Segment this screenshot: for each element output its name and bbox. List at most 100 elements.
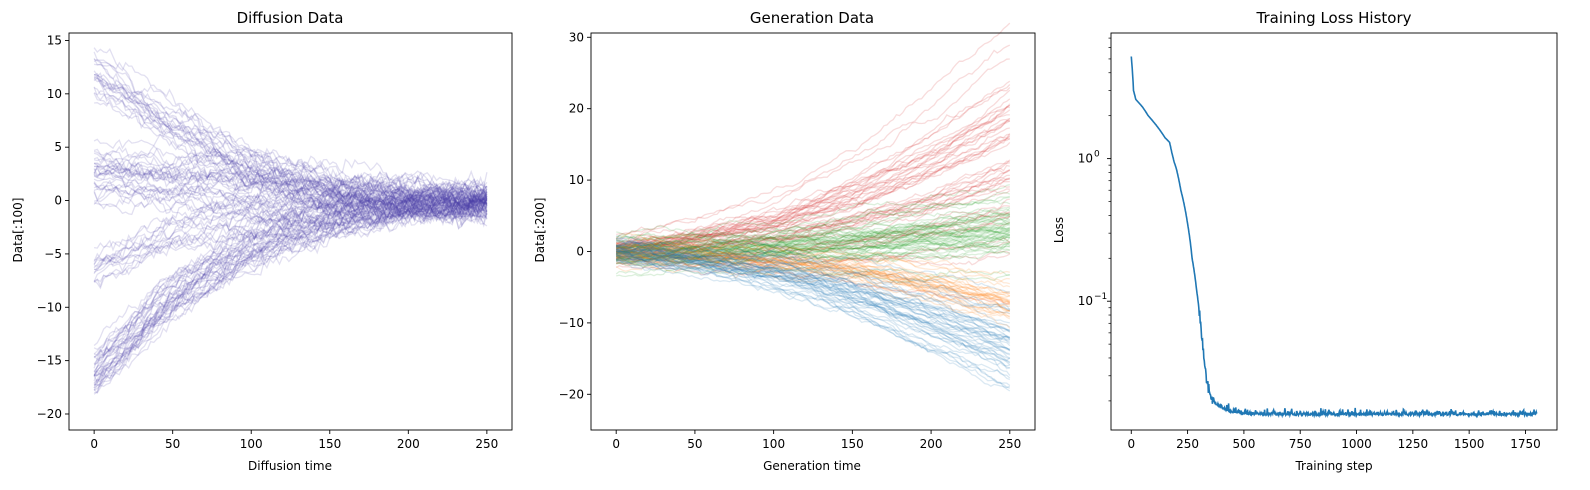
x-tick-label: 750 <box>1289 437 1312 451</box>
generation-trajectory-line <box>616 245 1010 265</box>
x-tick-label: 1000 <box>1341 437 1372 451</box>
generation-trajectory-line <box>616 260 1011 387</box>
generation-trajectory-line <box>616 119 1010 250</box>
generation-trajectory-line <box>616 210 1011 259</box>
generation-trajectory-line <box>616 217 1010 254</box>
x-tick-label: 250 <box>1176 437 1199 451</box>
generation-trajectory-line <box>616 250 1011 266</box>
generation-trajectory-line <box>615 215 1011 262</box>
diffusion-trajectory-line <box>94 208 488 394</box>
loss-y-axis-label: Loss <box>1052 217 1066 243</box>
generation-trajectory-line <box>616 106 1010 247</box>
generation-trajectory-line <box>615 195 1010 240</box>
diffusion-trajectory-line <box>93 196 488 271</box>
diffusion-trajectory-line <box>93 174 488 207</box>
generation-trajectory-line <box>615 255 1011 363</box>
generation-chart-title: Generation Data <box>750 9 874 27</box>
generation-trajectory-line <box>615 262 1010 278</box>
generation-axes: 0 50 100 150 200 250 −20 −10 0 10 20 30 <box>559 30 1036 451</box>
generation-trajectory-line <box>616 250 1011 359</box>
diffusion-trajectory-line <box>93 72 488 209</box>
generation-trajectory-line <box>615 243 1010 341</box>
generation-trajectory-line <box>615 252 1010 355</box>
generation-trajectory-line <box>616 241 1010 265</box>
diffusion-trajectory-line <box>93 183 488 358</box>
panel-diffusion-data: Diffusion Data 0 50 100 150 200 250−20−15−10−… <box>11 9 513 473</box>
diffusion-trajectory-line <box>93 164 488 207</box>
generation-trajectory-line <box>615 245 1010 342</box>
generation-trajectory-line <box>615 133 1010 251</box>
diffusion-trajectory-line <box>93 63 488 209</box>
diffusion-trajectory-line <box>93 182 488 222</box>
diffusion-trajectory-line <box>94 198 488 386</box>
generation-trajectory-line <box>615 241 1011 265</box>
diffusion-trajectory-line <box>93 165 488 211</box>
generation-trajectory-line <box>616 189 1011 257</box>
generation-trajectory-line <box>616 233 1010 257</box>
diffusion-trajectory-line <box>93 198 488 373</box>
x-tick-label: 250 <box>998 437 1021 451</box>
diffusion-trajectory-line <box>93 185 488 377</box>
panel-training-loss: Training Loss History 0 250 500 750 1000 1250… <box>1052 9 1558 473</box>
y-tick-label: −20 <box>37 407 62 421</box>
diffusion-trajectory-line <box>93 154 488 202</box>
generation-trajectory-line <box>616 84 1011 246</box>
diffusion-trajectory-line <box>93 190 488 290</box>
generation-trajectory-line <box>616 246 1010 339</box>
generation-trajectory-line <box>616 103 1011 248</box>
generation-trajectory-line <box>615 250 1011 351</box>
generation-trajectory-line <box>615 253 1011 364</box>
x-tick-label: 500 <box>1232 437 1255 451</box>
y-tick-label: 0 <box>576 244 584 258</box>
generation-trajectory-line <box>616 251 1010 308</box>
generation-y-axis-label: Data[:200] <box>533 198 547 263</box>
diffusion-trajectory-line <box>93 192 488 384</box>
generation-trajectory-line <box>616 245 1011 340</box>
generation-trajectory-line <box>616 169 1011 255</box>
diffusion-trajectory-line <box>93 72 488 212</box>
generation-trajectory-line <box>616 207 1011 249</box>
generation-trajectory-line <box>616 118 1010 247</box>
diffusion-trajectory-line <box>93 207 488 387</box>
generation-trajectory-line <box>616 246 1011 298</box>
generation-trajectory-line <box>616 247 1010 351</box>
diffusion-trajectory-line <box>93 207 488 377</box>
diffusion-trajectory-line <box>94 197 488 377</box>
generation-trajectory-line <box>616 198 1010 262</box>
y-tick-label: −20 <box>559 387 584 401</box>
generation-trajectory-line <box>616 217 1011 249</box>
generation-trajectory-line <box>616 223 1010 256</box>
plot-frame <box>590 32 1036 431</box>
generation-trajectory-line <box>615 222 1011 252</box>
generation-trajectory-line <box>616 212 1010 249</box>
x-tick-label: 250 <box>475 437 498 451</box>
generation-trajectory-line <box>616 212 1011 261</box>
generation-trajectory-line <box>615 188 1010 260</box>
generation-trajectory-line <box>616 258 1011 318</box>
generation-trajectory-line <box>616 252 1010 350</box>
diffusion-trajectory-line <box>93 182 488 223</box>
generation-trajectory-line <box>616 246 1011 351</box>
generation-trajectory-line <box>616 233 1010 260</box>
x-tick-label: 0 <box>1127 437 1135 451</box>
diffusion-trajectory-line <box>93 58 488 205</box>
diffusion-trajectory-line <box>93 194 488 394</box>
plot-frame <box>68 32 513 431</box>
diffusion-trajectory-line <box>93 145 488 188</box>
x-tick-label: 100 <box>762 437 785 451</box>
generation-trajectory-line <box>615 245 1010 297</box>
generation-trajectory-line <box>615 249 1010 304</box>
diffusion-trajectory-line <box>93 133 488 198</box>
generation-trajectory-line <box>616 233 1010 260</box>
diffusion-trajectory-line <box>93 196 488 265</box>
generation-trajectory-line <box>616 252 1011 360</box>
diffusion-trajectory-line <box>93 90 488 219</box>
generation-trajectory-line <box>616 236 1010 262</box>
generation-trajectory-line <box>615 137 1011 253</box>
diffusion-plot-lines <box>93 47 488 395</box>
diffusion-trajectory-line <box>93 178 488 211</box>
diffusion-trajectory-line <box>93 92 487 220</box>
x-tick-label: 100 <box>240 437 263 451</box>
generation-trajectory-line <box>616 251 1011 305</box>
generation-trajectory-line <box>616 241 1010 264</box>
